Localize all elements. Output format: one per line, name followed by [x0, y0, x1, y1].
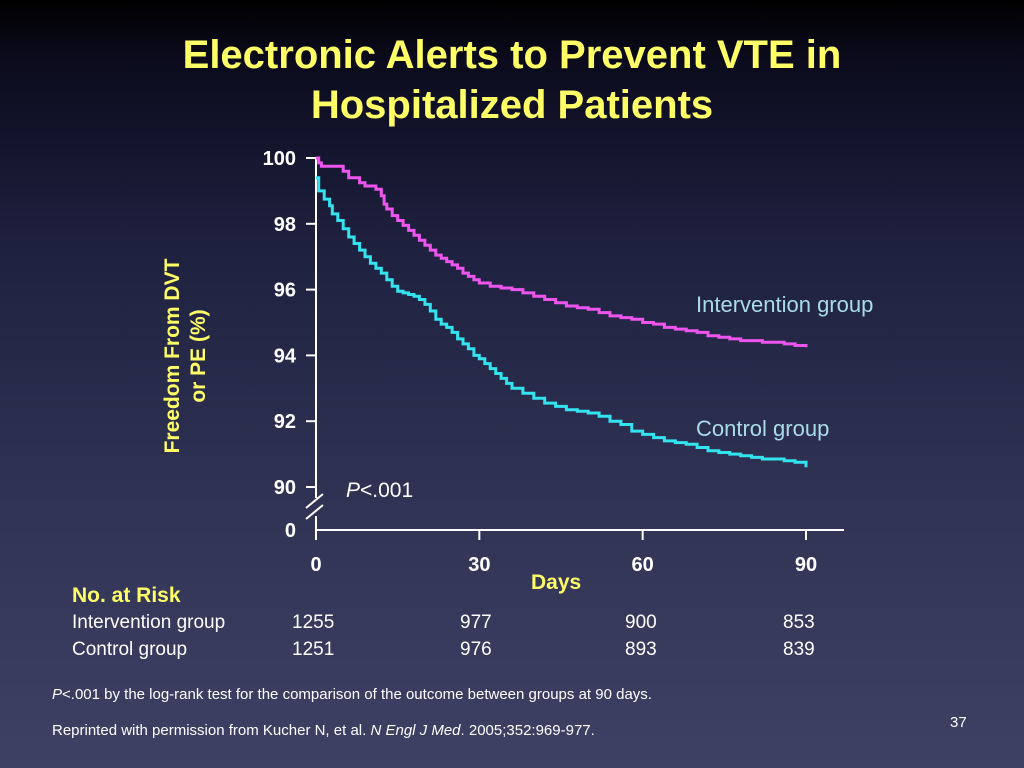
p-value-number: <.001 [360, 479, 414, 502]
y-tick-label-zero: 0 [285, 520, 296, 542]
chart-series-layer [316, 156, 808, 468]
risk-row-control: Control group 1251 976 893 839 [72, 639, 852, 666]
x-axis-label: Days [531, 571, 582, 594]
risk-cell-day-60: 893 [625, 639, 657, 660]
axis-break-mark [305, 504, 324, 520]
y-tick-label: 100 [263, 148, 296, 170]
risk-cell-day-30: 977 [460, 612, 492, 633]
risk-cell-day-90: 839 [783, 639, 815, 660]
footnote-log-rank: P<.001 by the log-rank test for the comp… [52, 686, 652, 703]
axis-break-mark [305, 493, 324, 509]
y-tick-label: 98 [274, 214, 296, 236]
citation-journal: N Engl J Med [370, 722, 461, 739]
risk-cell-day-30: 976 [460, 639, 492, 660]
citation-volume: . 2005;352:969-977. [460, 722, 595, 739]
y-tick-label: 94 [274, 345, 297, 367]
x-tick-label: 90 [795, 554, 817, 576]
risk-table-title: No. at Risk [72, 584, 181, 607]
risk-row-label: Control group [72, 639, 188, 660]
y-axis-label-line-1: Freedom From DVT [161, 258, 184, 454]
intervention-group-curve [316, 156, 808, 348]
slide-title-line-1: Electronic Alerts to Prevent VTE in [182, 33, 842, 77]
risk-cell-day-0: 1251 [292, 639, 335, 660]
footnote-citation: Reprinted with permission from Kucher N,… [52, 722, 595, 739]
x-tick-label: 0 [310, 554, 321, 576]
risk-cell-day-90: 853 [783, 612, 815, 633]
slide-number: 37 [950, 714, 967, 731]
footnote-log-rank-text: <.001 by the log-rank test for the compa… [62, 686, 652, 703]
footnote-p-symbol: P [52, 686, 63, 703]
y-tick-label: 92 [274, 411, 296, 433]
risk-cell-day-60: 900 [625, 612, 657, 633]
legend-control-group: Control group [696, 416, 830, 441]
y-tick-label: 96 [274, 280, 296, 302]
chart-axes: 100 98 96 94 92 90 00 30 60 90 [263, 148, 844, 576]
control-group-curve [316, 176, 808, 468]
number-at-risk-table: No. at Risk Intervention group 1255 977 … [72, 584, 852, 666]
p-value-annotation: P<.001 [346, 479, 413, 503]
citation-authors: Reprinted with permission from Kucher N,… [52, 722, 371, 739]
y-axis-label-line-2: or PE (%) [187, 309, 210, 403]
slide-title-line-2: Hospitalized Patients [310, 83, 714, 127]
p-value-symbol: P [346, 479, 361, 502]
slide-title: Electronic Alerts to Prevent VTE in Hosp… [0, 30, 1024, 130]
x-tick-label: 60 [632, 554, 654, 576]
y-tick-label: 90 [274, 477, 296, 499]
risk-row-label: Intervention group [72, 612, 226, 633]
x-tick-label: 30 [468, 554, 490, 576]
risk-cell-day-0: 1255 [292, 612, 335, 633]
risk-row-intervention: Intervention group 1255 977 900 853 [72, 612, 852, 639]
legend-intervention-group: Intervention group [696, 292, 874, 317]
